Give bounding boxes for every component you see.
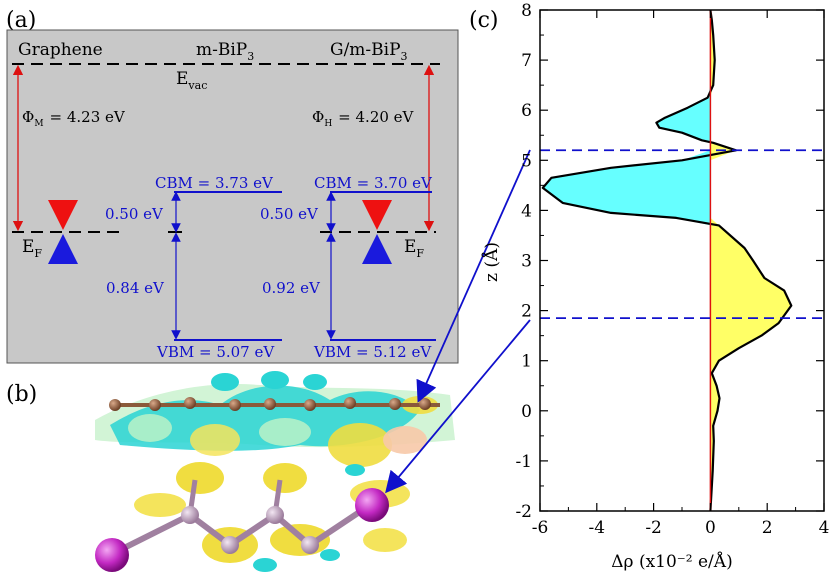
- dirac-cone-lower-hetero: [362, 234, 392, 264]
- cbm-hetero-label: CBM = 3.70 eV: [314, 174, 433, 192]
- positive-charge-fill: [710, 10, 792, 511]
- band-diagram-background: [6, 29, 459, 364]
- vbm-monolayer-label: VBM = 5.07 eV: [156, 343, 275, 361]
- gap-ef-vbm-hetero-label: 0.92 eV: [262, 279, 321, 297]
- vbm-hetero-label: VBM = 5.12 eV: [313, 343, 432, 361]
- x-tick-label: -4: [589, 518, 606, 538]
- fermi-level-label-right: EF: [404, 237, 424, 260]
- vacuum-level-label: Evac: [176, 69, 207, 92]
- column-header-mbip3: m-BiP3: [196, 40, 254, 63]
- panel-b-label: (b): [6, 382, 37, 407]
- panel-c-label: (c): [469, 8, 499, 33]
- x-tick-label: 2: [762, 518, 773, 538]
- y-tick-label: 2: [521, 302, 532, 322]
- work-function-graphene-label: ΦM = 4.23 eV: [22, 108, 126, 129]
- x-tick-label: -6: [532, 518, 549, 538]
- cbm-monolayer-label: CBM = 3.73 eV: [155, 174, 274, 192]
- panel-a-label: (a): [6, 8, 36, 33]
- chart-frame: [539, 9, 825, 512]
- work-function-hetero-label: ΦH = 4.20 eV: [312, 108, 415, 129]
- chart-y-axis-label: z (Å): [481, 242, 502, 282]
- x-tick-label: 4: [819, 518, 830, 538]
- y-tick-label: 4: [521, 201, 532, 221]
- x-tick-label: 0: [705, 518, 716, 538]
- y-tick-label: -2: [515, 502, 532, 522]
- y-tick-label: 5: [521, 151, 532, 171]
- connector-arrow-upper-interface: [416, 149, 531, 403]
- y-tick-label: 7: [521, 51, 532, 71]
- chart-x-axis-label: Δρ (x10⁻² e/Å): [611, 551, 732, 572]
- gap-cbm-ef-hetero-label: 0.50 eV: [260, 205, 319, 223]
- gap-ef-vbm-monolayer-label: 0.84 eV: [106, 279, 165, 297]
- column-header-heterostructure: G/m-BiP3: [330, 40, 408, 63]
- charge-difference-chart: -6 -4 -2 0 2 4 -2 -1 0 1 2 3 4 5 6 7 8: [515, 1, 829, 538]
- y-tick-label: 8: [521, 1, 532, 21]
- dirac-cone-upper-graphene: [48, 200, 78, 230]
- y-tick-label: 3: [521, 252, 532, 272]
- x-tick-label: -2: [645, 518, 662, 538]
- dirac-cone-lower-graphene: [48, 234, 78, 264]
- fermi-level-label-left: EF: [22, 237, 42, 260]
- gap-cbm-ef-monolayer-label: 0.50 eV: [105, 205, 164, 223]
- y-tick-label: 6: [521, 101, 532, 121]
- dirac-cone-upper-hetero: [362, 200, 392, 230]
- charge-density-isosurface-render: [95, 371, 455, 572]
- delta-rho-curve: [541, 9, 793, 512]
- connector-arrow-lower-interface: [385, 319, 531, 494]
- y-tick-label: 1: [521, 352, 532, 372]
- negative-charge-fill: [542, 10, 711, 511]
- y-tick-label: 0: [521, 402, 532, 422]
- y-tick-label: -1: [515, 452, 532, 472]
- column-header-graphene: Graphene: [18, 40, 103, 60]
